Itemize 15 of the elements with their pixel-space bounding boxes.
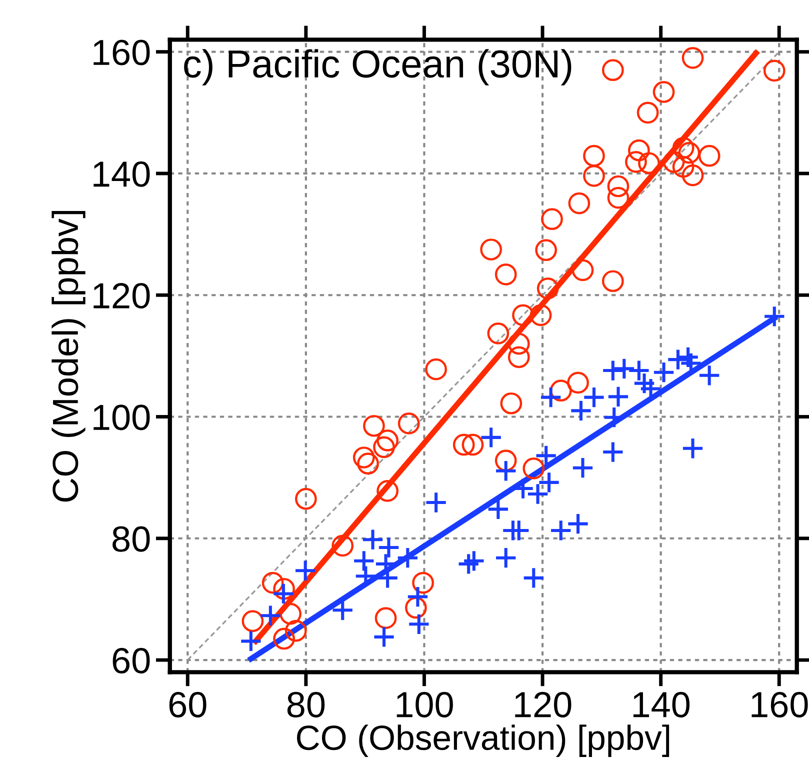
x-tick-label: 140 <box>633 692 690 718</box>
y-tick-label: 160 <box>94 40 150 66</box>
chart-title: c) Pacific Ocean (30N) <box>184 49 572 86</box>
x-tick-label: 80 <box>287 692 325 718</box>
x-tick-label: 120 <box>515 692 572 718</box>
x-axis-title: CO (Observation) [ppbv] <box>297 724 670 757</box>
y-tick-label: 60 <box>112 648 150 674</box>
x-tick-label: 100 <box>396 692 453 718</box>
x-tick-label: 160 <box>752 692 808 718</box>
y-axis-title: CO (Model) [ppbv] <box>52 210 86 502</box>
y-tick-label: 100 <box>94 404 150 430</box>
y-tick-label: 140 <box>94 161 150 187</box>
y-tick-label: 120 <box>94 282 150 309</box>
y-tick-label: 80 <box>112 526 150 552</box>
x-tick-label: 60 <box>169 692 206 718</box>
